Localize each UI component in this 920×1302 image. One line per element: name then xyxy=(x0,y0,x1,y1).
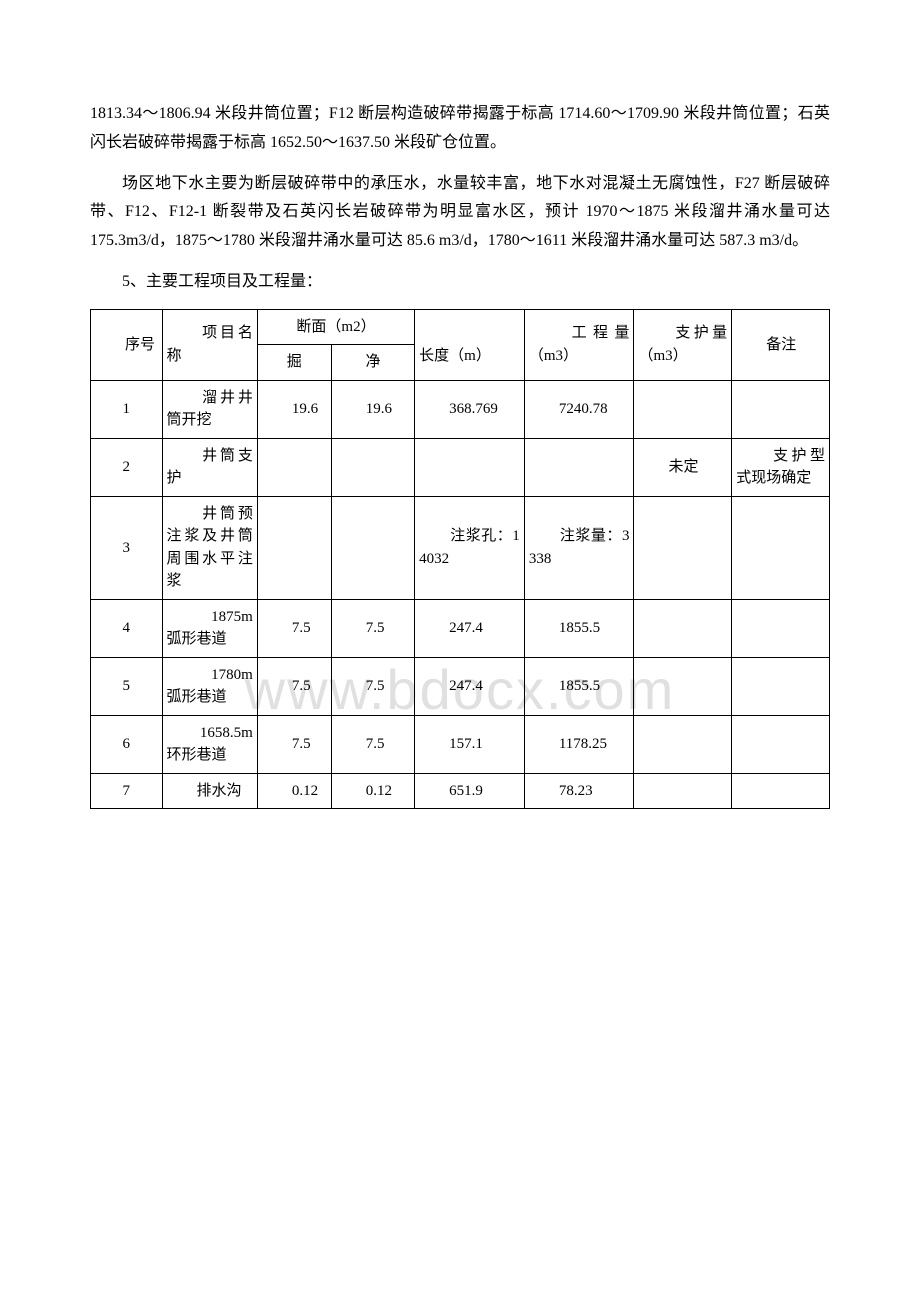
table-cell-dig: 7.5 xyxy=(257,715,331,773)
table-cell-name: 1658.5m 环形巷道 xyxy=(162,715,257,773)
table-cell-seq: 3 xyxy=(91,496,163,599)
table-cell-seq: 6 xyxy=(91,715,163,773)
header-section: 断面（m2） xyxy=(257,309,414,345)
table-cell-support xyxy=(634,773,732,809)
table-cell-volume: 1855.5 xyxy=(524,657,634,715)
table-cell-name: 1780m 弧形巷道 xyxy=(162,657,257,715)
paragraph-1: 1813.34～1806.94 米段井筒位置；F12 断层构造破碎带揭露于标高 … xyxy=(90,100,830,158)
table-row: 3 井筒预注浆及井筒周围水平注浆 注浆孔：14032 注浆量：3338 xyxy=(91,496,830,599)
table-cell-volume: 注浆量：3338 xyxy=(524,496,634,599)
table-cell-net xyxy=(331,496,414,599)
table-cell-volume: 1855.5 xyxy=(524,599,634,657)
table-cell-support xyxy=(634,599,732,657)
table-cell-remark xyxy=(732,657,830,715)
header-name: 项目名称 xyxy=(162,309,257,380)
table-cell-seq: 5 xyxy=(91,657,163,715)
table-cell-length: 247.4 xyxy=(415,657,525,715)
header-length: 长度（m） xyxy=(415,309,525,380)
document-content: 1813.34～1806.94 米段井筒位置；F12 断层构造破碎带揭露于标高 … xyxy=(90,100,830,809)
table-cell-volume: 7240.78 xyxy=(524,380,634,438)
table-cell-length: 651.9 xyxy=(415,773,525,809)
table-cell-support: 未定 xyxy=(634,438,732,496)
table-cell-remark xyxy=(732,599,830,657)
table-cell-length: 247.4 xyxy=(415,599,525,657)
table-cell-dig: 7.5 xyxy=(257,599,331,657)
table-cell-net xyxy=(331,438,414,496)
engineering-table: 序号 项目名称 断面（m2） 长度（m） 工程量（m3） 支护量（m3） 备注 … xyxy=(90,309,830,810)
table-cell-seq: 7 xyxy=(91,773,163,809)
table-cell-support xyxy=(634,715,732,773)
paragraph-3: 5、主要工程项目及工程量： xyxy=(90,268,830,297)
table-cell-name: 溜井井筒开挖 xyxy=(162,380,257,438)
header-support: 支护量（m3） xyxy=(634,309,732,380)
table-cell-length: 注浆孔：14032 xyxy=(415,496,525,599)
table-cell-volume xyxy=(524,438,634,496)
table-cell-dig: 7.5 xyxy=(257,657,331,715)
table-cell-seq: 2 xyxy=(91,438,163,496)
table-cell-net: 7.5 xyxy=(331,715,414,773)
table-row: 6 1658.5m 环形巷道 7.5 7.5 157.1 1178.25 xyxy=(91,715,830,773)
table-cell-support xyxy=(634,380,732,438)
table-cell-remark xyxy=(732,496,830,599)
table-cell-remark xyxy=(732,773,830,809)
table-row: 5 1780m 弧形巷道 7.5 7.5 247.4 1855.5 xyxy=(91,657,830,715)
table-header-row-1: 序号 项目名称 断面（m2） 长度（m） 工程量（m3） 支护量（m3） 备注 xyxy=(91,309,830,345)
header-net: 净 xyxy=(331,345,414,381)
table-cell-support xyxy=(634,657,732,715)
table-cell-dig xyxy=(257,438,331,496)
paragraph-2: 场区地下水主要为断层破碎带中的承压水，水量较丰富，地下水对混凝土无腐蚀性，F27… xyxy=(90,170,830,256)
table-cell-remark: 支护型式现场确定 xyxy=(732,438,830,496)
header-dig: 掘 xyxy=(257,345,331,381)
table-cell-net: 0.12 xyxy=(331,773,414,809)
table-cell-volume: 78.23 xyxy=(524,773,634,809)
header-seq: 序号 xyxy=(91,309,163,380)
table-cell-remark xyxy=(732,715,830,773)
table-cell-length xyxy=(415,438,525,496)
table-cell-dig: 19.6 xyxy=(257,380,331,438)
header-remark: 备注 xyxy=(732,309,830,380)
table-cell-net: 7.5 xyxy=(331,599,414,657)
table-row: 2 井筒支护 未定 支护型式现场确定 xyxy=(91,438,830,496)
table-cell-seq: 4 xyxy=(91,599,163,657)
table-cell-support xyxy=(634,496,732,599)
header-volume: 工程量（m3） xyxy=(524,309,634,380)
table-cell-name: 井筒预注浆及井筒周围水平注浆 xyxy=(162,496,257,599)
table-cell-seq: 1 xyxy=(91,380,163,438)
table-cell-length: 157.1 xyxy=(415,715,525,773)
table-cell-volume: 1178.25 xyxy=(524,715,634,773)
table-cell-dig: 0.12 xyxy=(257,773,331,809)
table-cell-name: 井筒支护 xyxy=(162,438,257,496)
table-cell-remark xyxy=(732,380,830,438)
table-body: 1 溜井井筒开挖 19.6 19.6 368.769 7240.782 井筒支护… xyxy=(91,380,830,809)
table-cell-net: 7.5 xyxy=(331,657,414,715)
table-cell-name: 1875m 弧形巷道 xyxy=(162,599,257,657)
table-cell-length: 368.769 xyxy=(415,380,525,438)
table-row: 7 排水沟 0.12 0.12 651.9 78.23 xyxy=(91,773,830,809)
table-cell-net: 19.6 xyxy=(331,380,414,438)
table-row: 1 溜井井筒开挖 19.6 19.6 368.769 7240.78 xyxy=(91,380,830,438)
table-row: 4 1875m 弧形巷道 7.5 7.5 247.4 1855.5 xyxy=(91,599,830,657)
table-cell-name: 排水沟 xyxy=(162,773,257,809)
table-cell-dig xyxy=(257,496,331,599)
